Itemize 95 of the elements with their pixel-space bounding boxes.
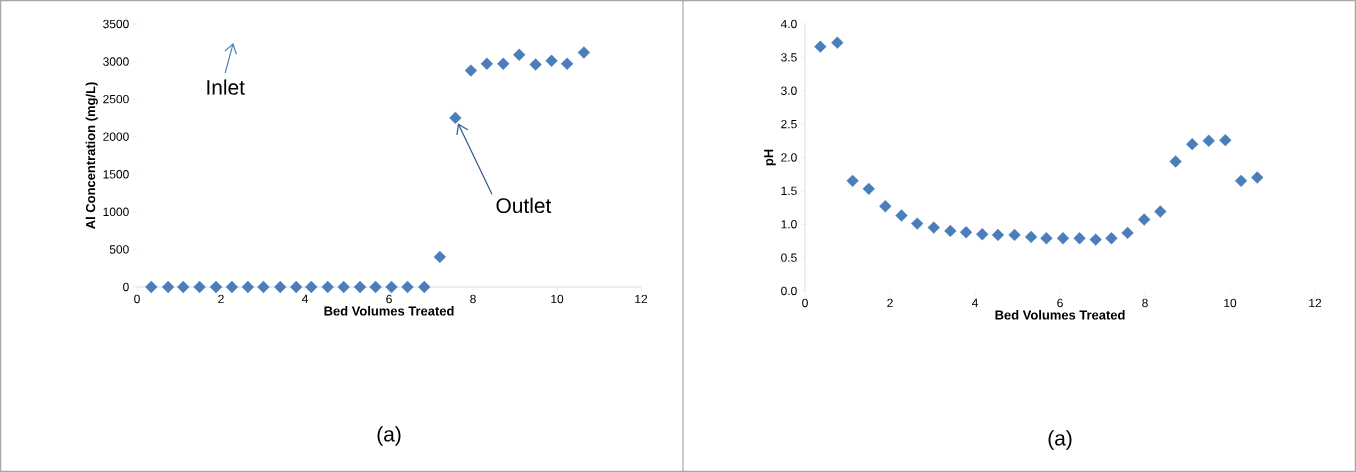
text: (a) <box>377 426 401 446</box>
y-tick-label: 2.0 <box>781 153 797 162</box>
y-tick-label: 0.0 <box>781 286 797 296</box>
x-axis-title: Bed Volumes Treated <box>995 310 1125 320</box>
point <box>1234 174 1248 187</box>
x-tick-label: 6 <box>1057 298 1063 308</box>
point <box>1202 134 1215 147</box>
point <box>290 280 303 294</box>
point <box>369 280 382 294</box>
x-tick-label: 10 <box>1224 298 1237 308</box>
y-tick-label: 0.5 <box>781 253 797 262</box>
point <box>545 54 558 67</box>
point <box>927 221 940 234</box>
point <box>433 250 446 264</box>
text: (a) <box>1048 430 1072 450</box>
point <box>193 280 206 294</box>
point <box>1024 230 1038 244</box>
x-tick-label: 4 <box>971 298 978 307</box>
point <box>337 280 350 294</box>
point <box>513 48 526 61</box>
point <box>1219 133 1232 147</box>
point <box>401 280 414 294</box>
point <box>862 182 875 195</box>
point <box>944 224 957 238</box>
point <box>879 200 892 213</box>
point <box>1186 138 1199 151</box>
y-tick-label: 1.5 <box>781 186 797 196</box>
point <box>991 228 1005 242</box>
point <box>911 217 924 230</box>
y-tick-label: 2500 <box>103 94 129 104</box>
x-tick-label: 12 <box>1309 298 1322 308</box>
y-axis-title: Al Concentration (mg/L) <box>85 82 98 229</box>
point <box>1154 205 1167 218</box>
point <box>1008 228 1021 242</box>
point <box>814 40 827 53</box>
point <box>1105 232 1118 245</box>
y-tick-label: 4.0 <box>780 19 797 29</box>
point <box>418 280 431 294</box>
point <box>1040 232 1053 245</box>
x-tick-label: 2 <box>218 294 224 304</box>
point <box>831 36 844 49</box>
y-tick-label: 2000 <box>103 132 129 141</box>
y-tick-label: 0 <box>123 282 129 292</box>
point <box>321 280 334 294</box>
point <box>560 57 574 70</box>
point <box>274 280 287 294</box>
point <box>1121 226 1134 240</box>
x-tick-label: 6 <box>386 294 392 304</box>
point <box>959 226 973 239</box>
point <box>1073 232 1086 245</box>
y-tick-label: 2.5 <box>781 119 797 129</box>
y-tick-label: 1000 <box>103 207 129 217</box>
point <box>497 57 510 70</box>
y-tick-label: 1.0 <box>781 220 797 229</box>
x-tick-label: 4 <box>301 294 308 303</box>
point <box>241 280 255 294</box>
y-tick-label: 3500 <box>103 19 129 29</box>
point <box>1089 233 1102 246</box>
point <box>257 280 270 294</box>
annotation: Inlet <box>207 79 245 95</box>
point <box>464 64 478 77</box>
point <box>1056 232 1070 245</box>
y-tick-label: 3.5 <box>781 53 797 62</box>
point <box>529 58 542 71</box>
x-tick-label: 0 <box>802 298 808 308</box>
x-tick-label: 8 <box>1142 298 1148 308</box>
point <box>145 280 158 294</box>
x-tick-label: 12 <box>635 294 648 304</box>
point <box>1138 213 1151 226</box>
point <box>385 280 398 294</box>
x-tick-label: 8 <box>470 294 476 304</box>
point <box>577 46 591 59</box>
point <box>161 280 175 294</box>
x-tick-label: 10 <box>551 294 564 304</box>
point <box>449 111 462 125</box>
point <box>895 209 908 222</box>
point <box>353 280 367 294</box>
point <box>846 174 859 187</box>
point <box>177 280 190 294</box>
point <box>209 280 223 294</box>
point <box>1251 171 1264 184</box>
y-tick-label: 1500 <box>103 170 129 179</box>
x-tick-label: 2 <box>887 298 893 308</box>
annotation: Outlet <box>496 197 552 214</box>
x-tick-label: 0 <box>134 294 140 304</box>
y-tick-label: 3.0 <box>781 86 797 95</box>
y-tick-label: 3000 <box>103 57 129 66</box>
point <box>225 280 239 294</box>
y-tick-label: 500 <box>109 245 129 254</box>
point <box>480 57 494 70</box>
point <box>305 280 318 294</box>
point <box>1169 155 1182 168</box>
x-axis-title: Bed Volumes Treated <box>324 306 454 316</box>
point <box>976 228 989 241</box>
y-axis-title: pH <box>764 149 776 166</box>
